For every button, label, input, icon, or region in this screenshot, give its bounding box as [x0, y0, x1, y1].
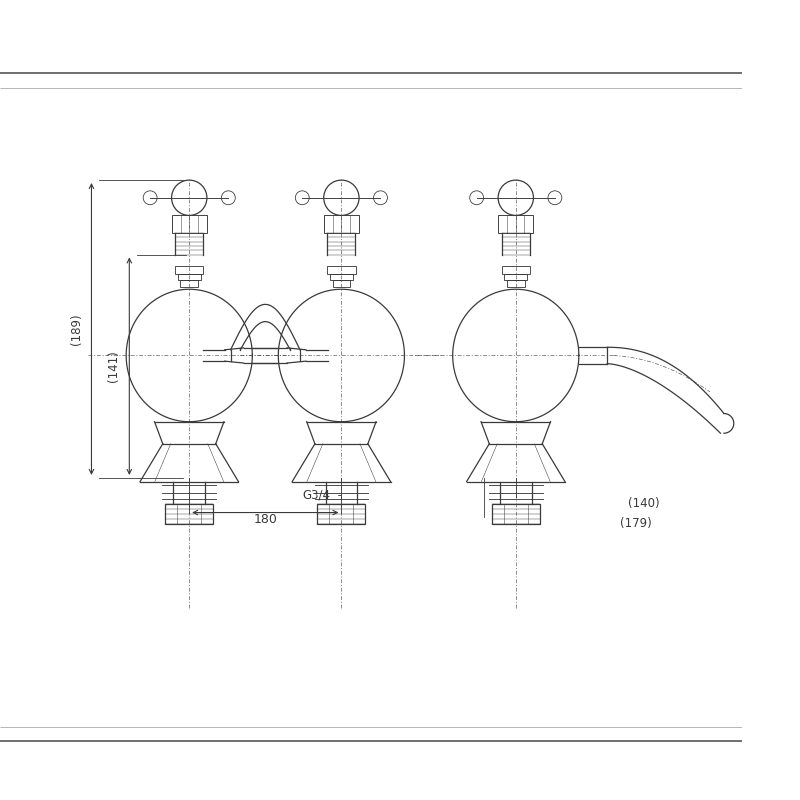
Text: G3/4: G3/4 — [302, 488, 330, 502]
Bar — [175, 266, 203, 274]
Bar — [172, 215, 206, 233]
Text: (189): (189) — [70, 313, 82, 345]
Bar — [507, 281, 525, 286]
Bar — [327, 266, 355, 274]
Bar — [492, 504, 540, 524]
Bar — [333, 281, 350, 286]
Text: (179): (179) — [620, 518, 651, 530]
Bar — [181, 281, 198, 286]
Text: (140): (140) — [628, 497, 659, 510]
Text: 180: 180 — [254, 513, 278, 526]
Text: (141): (141) — [107, 350, 121, 382]
Bar — [166, 504, 214, 524]
Bar — [502, 266, 530, 274]
Bar — [505, 274, 527, 281]
Bar — [330, 274, 353, 281]
Bar — [498, 215, 533, 233]
Bar — [318, 504, 366, 524]
Bar — [324, 215, 358, 233]
Bar — [178, 274, 201, 281]
